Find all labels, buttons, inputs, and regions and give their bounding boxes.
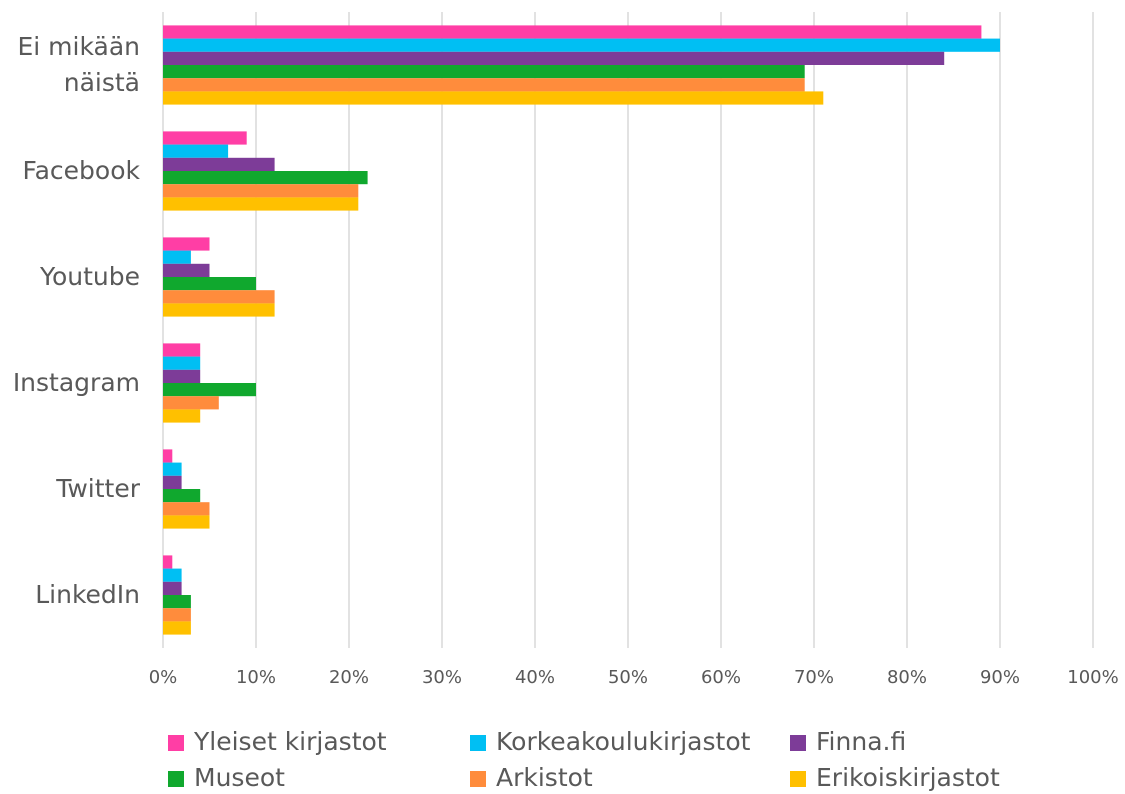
bar bbox=[163, 515, 210, 529]
bar bbox=[163, 489, 201, 503]
bar bbox=[163, 263, 210, 277]
bar bbox=[163, 462, 182, 476]
y-tick-label-box: Facebook bbox=[22, 156, 140, 185]
bar bbox=[163, 303, 275, 317]
legend-label: Arkistot bbox=[496, 763, 593, 792]
legend-swatch bbox=[168, 771, 184, 787]
bar bbox=[163, 502, 210, 516]
y-tick-label: Youtube bbox=[40, 262, 140, 291]
bar bbox=[163, 343, 201, 357]
bar bbox=[163, 581, 182, 595]
bar bbox=[163, 51, 945, 65]
bar bbox=[163, 277, 256, 291]
legend-swatch bbox=[790, 735, 806, 751]
legend-swatch bbox=[168, 735, 184, 751]
bar bbox=[163, 38, 1000, 52]
legend-label: Museot bbox=[194, 763, 285, 792]
bar bbox=[163, 409, 201, 423]
x-tick-label: 0% bbox=[149, 667, 178, 688]
bar bbox=[163, 475, 182, 489]
bar bbox=[163, 555, 173, 569]
bar bbox=[163, 449, 173, 463]
bar bbox=[163, 157, 275, 171]
x-tick-label: 40% bbox=[515, 667, 555, 688]
bar bbox=[163, 197, 359, 211]
legend-swatch bbox=[470, 771, 486, 787]
legend-label: Finna.fi bbox=[816, 727, 906, 756]
legend-label: Erikoiskirjastot bbox=[816, 763, 1000, 792]
bar bbox=[163, 396, 219, 410]
x-tick-label: 100% bbox=[1067, 667, 1118, 688]
bar bbox=[163, 290, 275, 304]
bar bbox=[163, 356, 201, 370]
y-tick-label-box: LinkedIn bbox=[35, 580, 140, 609]
y-tick-label-box: Twitter bbox=[56, 474, 140, 503]
y-tick-label: Facebook bbox=[22, 156, 140, 185]
x-tick-label: 50% bbox=[608, 667, 648, 688]
x-tick-label: 70% bbox=[794, 667, 834, 688]
bar bbox=[163, 595, 191, 609]
x-tick-label: 60% bbox=[701, 667, 741, 688]
x-tick-label: 20% bbox=[329, 667, 369, 688]
bar bbox=[163, 250, 191, 264]
bar bbox=[163, 91, 824, 105]
bar bbox=[163, 568, 182, 582]
legend-label: Korkeakoulukirjastot bbox=[496, 727, 751, 756]
bar bbox=[163, 608, 191, 622]
legend-swatch bbox=[470, 735, 486, 751]
bar bbox=[163, 621, 191, 635]
y-tick-label-box: Instagram bbox=[12, 368, 140, 397]
y-tick-label-box: Youtube bbox=[40, 262, 140, 291]
bar bbox=[163, 237, 210, 251]
y-tick-label: Twitter bbox=[56, 474, 140, 503]
y-tick-label-box: Ei mikään näistä bbox=[17, 32, 140, 97]
x-tick-label: 80% bbox=[887, 667, 927, 688]
x-tick-label: 30% bbox=[422, 667, 462, 688]
legend-swatch bbox=[790, 771, 806, 787]
legend-label: Yleiset kirjastot bbox=[193, 727, 387, 756]
y-tick-label: Ei mikään näistä bbox=[17, 32, 140, 97]
bar bbox=[163, 131, 247, 145]
bar bbox=[163, 25, 982, 39]
bar bbox=[163, 184, 359, 198]
bar bbox=[163, 65, 805, 79]
x-tick-label: 10% bbox=[236, 667, 276, 688]
y-tick-label: LinkedIn bbox=[35, 580, 140, 609]
bar bbox=[163, 383, 256, 397]
bar bbox=[163, 171, 368, 185]
bar bbox=[163, 78, 805, 92]
bar bbox=[163, 144, 229, 158]
bar bbox=[163, 369, 201, 383]
y-tick-label: Instagram bbox=[12, 368, 140, 397]
x-tick-label: 90% bbox=[980, 667, 1020, 688]
